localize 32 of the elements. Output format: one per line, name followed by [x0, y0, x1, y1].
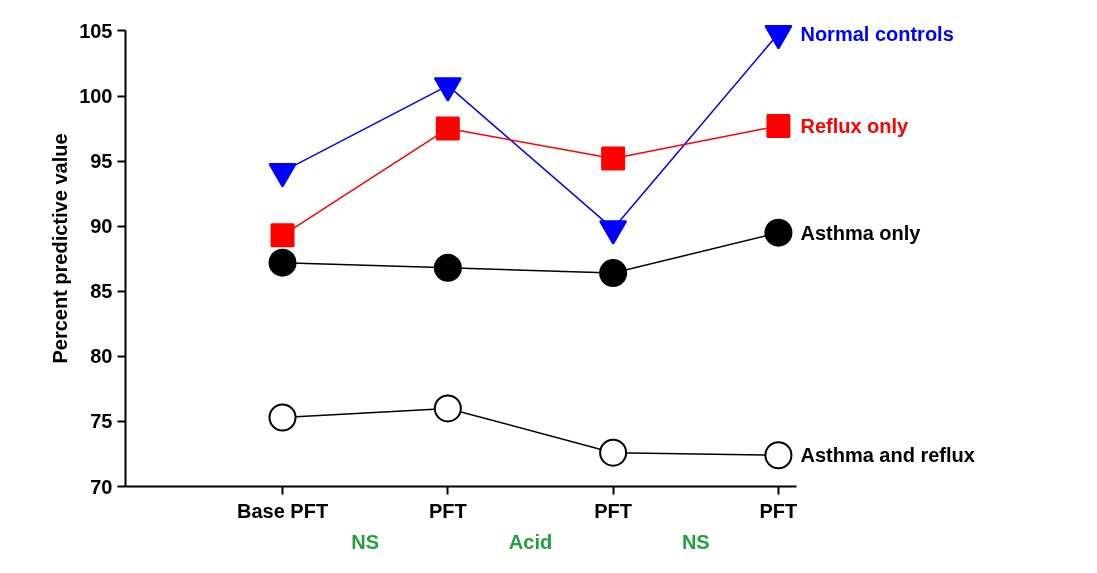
y-tick-label: 105	[79, 20, 113, 42]
series-label: Normal controls	[800, 22, 954, 45]
x-tick-label: PFT	[428, 499, 467, 522]
y-tick-label: 100	[79, 85, 113, 108]
point	[766, 114, 791, 138]
point	[435, 116, 460, 141]
point	[268, 248, 297, 277]
text: Acid	[508, 530, 553, 553]
point	[433, 253, 462, 282]
point	[764, 441, 793, 470]
point	[268, 403, 297, 432]
y-tick-label: 70	[90, 475, 113, 498]
series-label: Reflux only	[800, 115, 910, 137]
point	[764, 218, 793, 247]
point	[270, 223, 295, 248]
y-tick-label: 90	[90, 215, 113, 238]
point	[599, 438, 628, 467]
series-label: Asthma and reflux	[800, 444, 975, 467]
y-tick-label: 75	[90, 410, 113, 433]
y-tick-label: 80	[90, 345, 113, 368]
y-tick-label: 95	[90, 150, 113, 173]
x-tick-label: PFT	[759, 499, 798, 522]
point	[601, 146, 626, 171]
x-tick-label: PFT	[594, 499, 633, 522]
series-label: Asthma only	[800, 221, 922, 244]
x-tick-label: Base PFT	[236, 499, 329, 522]
text: NS	[351, 530, 380, 553]
y-axis-title: Percent predictive value	[49, 133, 72, 364]
text: NS	[681, 530, 710, 553]
y-tick-label: 85	[90, 280, 113, 303]
point	[599, 259, 628, 288]
point	[433, 394, 462, 423]
